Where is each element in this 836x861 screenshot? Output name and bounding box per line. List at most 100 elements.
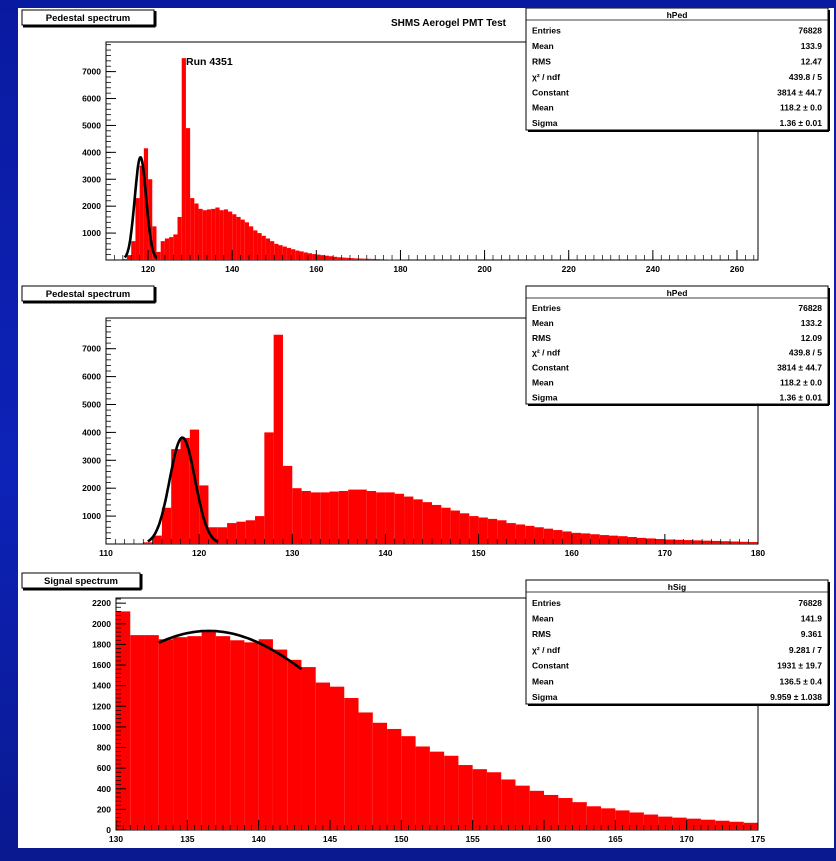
histogram-bar — [272, 649, 288, 830]
histogram-bar — [618, 536, 628, 544]
histogram-bar — [264, 432, 274, 544]
stats-histogram-name: hPed — [667, 288, 688, 298]
histogram-bar — [379, 259, 384, 260]
y-tick-label: 7000 — [82, 67, 101, 77]
y-tick-label: 3000 — [82, 455, 101, 465]
histogram-bar — [674, 539, 684, 544]
y-tick-label: 200 — [97, 804, 111, 814]
y-tick-label: 2000 — [82, 483, 101, 493]
stats-row-value: 9.281 / 7 — [789, 645, 822, 655]
gaussian-fit-line — [123, 156, 158, 259]
histogram-bar — [187, 636, 202, 830]
stats-frame — [525, 7, 829, 131]
histogram-bar — [338, 490, 349, 544]
stats-row-value: 3814 ± 44.7 — [777, 87, 822, 97]
stats-row-label: Entries — [532, 303, 561, 313]
stats-row-label: RMS — [532, 56, 551, 66]
histogram-bar — [372, 722, 388, 830]
histogram-bar — [286, 247, 292, 260]
figure-title: SHMS Aerogel PMT Test — [391, 18, 507, 29]
y-tick-label: 4000 — [82, 427, 101, 437]
y-tick-label: 5000 — [82, 399, 101, 409]
x-tick-label: 220 — [562, 264, 576, 274]
histogram-bar — [230, 640, 245, 830]
histogram-bar — [636, 537, 647, 544]
histogram-bar — [413, 499, 423, 544]
histogram-bar — [383, 259, 388, 260]
histogram-bar — [394, 493, 405, 544]
histogram-bar — [185, 128, 191, 260]
histogram-bar — [315, 682, 330, 830]
histogram-bar — [329, 491, 339, 544]
pad-title: Pedestal spectrum — [46, 289, 130, 300]
stats-row-value: 439.8 / 5 — [789, 72, 822, 82]
x-tick-label: 175 — [751, 834, 765, 844]
histogram-bar — [572, 802, 587, 830]
histogram-bar — [328, 256, 334, 260]
pad-2: 1000 2000 3000 4000 5000 6000 7000 110 120 130 140… — [21, 285, 830, 558]
histogram-bar — [672, 817, 687, 830]
y-tick-label: 2000 — [82, 201, 101, 211]
histogram-bar — [720, 541, 731, 544]
y-tick-label: 1000 — [92, 722, 111, 732]
histogram-bar — [571, 532, 582, 544]
x-tick-label: 155 — [466, 834, 480, 844]
histogram-bar — [711, 540, 721, 544]
stats-row-label: Mean — [532, 318, 554, 328]
stats-row-value: 118.2 ± 0.0 — [780, 377, 822, 387]
histogram-bar — [160, 241, 165, 260]
stats-row-label: χ² / ndf — [532, 72, 560, 82]
histogram-bars — [143, 334, 758, 544]
y-tick-label: 1800 — [92, 639, 111, 649]
histogram-bar — [135, 198, 140, 260]
histogram-bar — [487, 518, 498, 544]
stats-row-label: Mean — [532, 103, 554, 113]
histogram-bar — [404, 496, 414, 544]
histogram-bar — [201, 632, 216, 830]
histogram-bar — [232, 214, 237, 260]
histogram-bar — [227, 523, 237, 544]
stats-frame — [525, 285, 829, 405]
histogram-bar — [320, 492, 330, 544]
histogram-bar — [299, 251, 304, 260]
histogram-bar — [301, 490, 311, 544]
histogram-bar — [152, 226, 157, 260]
x-tick-label: 160 — [309, 264, 323, 274]
histogram-bar — [148, 179, 153, 260]
x-tick-label: 260 — [730, 264, 744, 274]
histogram-bar — [748, 542, 758, 544]
pad-title-box: Signal spectrum — [21, 572, 143, 591]
stats-box: hPed Entries 76828 Mean 133.2 RMS 12.09 χ² / nd… — [525, 285, 830, 406]
stats-row-value: 136.5 ± 0.4 — [780, 676, 823, 686]
histogram-bar — [376, 492, 386, 544]
histogram-bar — [164, 238, 170, 260]
stats-row-label: Mean — [532, 377, 554, 387]
histogram-bar — [450, 510, 460, 544]
histogram-bar — [244, 642, 259, 830]
histogram-bar — [270, 241, 275, 260]
histogram-bar — [227, 211, 233, 260]
histogram-bar — [562, 531, 572, 544]
x-tick-label: 240 — [646, 264, 660, 274]
stats-row-label: Entries — [532, 26, 561, 36]
stats-row-value: 1.36 ± 0.01 — [780, 118, 823, 128]
histogram-bar — [152, 535, 162, 544]
histogram-bar — [310, 492, 321, 544]
x-axis: 130 135 140 145 150 155 160 165 170 175 — [109, 820, 765, 844]
y-tick-label: 600 — [97, 763, 111, 773]
histogram-bar — [534, 527, 544, 544]
histogram-bar — [292, 488, 302, 544]
x-axis: 110 120 130 140 150 160 170 180 — [99, 534, 765, 558]
stats-row-value: 12.09 — [801, 333, 823, 343]
stats-row-label: Mean — [532, 614, 554, 624]
gaussian-fit-line — [147, 436, 219, 544]
y-tick-label: 4000 — [82, 147, 101, 157]
histogram-bar — [211, 208, 216, 260]
histogram-bar — [282, 246, 287, 260]
histogram-bar — [130, 635, 145, 830]
histogram-bar — [190, 198, 195, 260]
x-tick-label: 200 — [477, 264, 491, 274]
histogram-bar — [515, 524, 526, 544]
histogram-bar — [287, 659, 302, 830]
